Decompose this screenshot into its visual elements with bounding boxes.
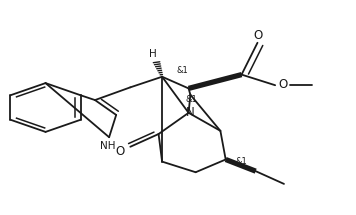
- Text: &1: &1: [177, 66, 188, 75]
- Text: O: O: [278, 78, 288, 91]
- Text: H: H: [149, 49, 157, 59]
- Text: O: O: [116, 144, 125, 158]
- Text: &1: &1: [236, 157, 247, 166]
- Text: N: N: [186, 106, 195, 119]
- Text: O: O: [253, 29, 263, 43]
- Text: &1: &1: [185, 95, 197, 103]
- Text: NH: NH: [100, 141, 115, 151]
